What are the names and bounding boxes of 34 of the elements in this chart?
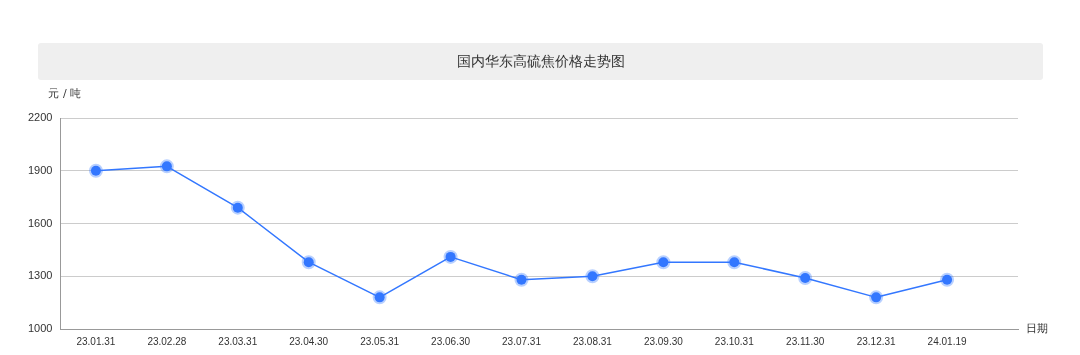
point [869, 290, 884, 305]
y-tick-label: 1900 [27, 163, 53, 176]
point [230, 200, 245, 215]
x-tick-label: 23.08.31 [572, 335, 613, 347]
x-tick-label: 23.10.31 [714, 335, 755, 347]
y-tick-label: 2200 [27, 111, 53, 124]
x-tick-label: 23.11.30 [786, 335, 825, 347]
point [585, 269, 600, 284]
point [372, 290, 387, 305]
x-tick-label: 23.02.28 [147, 335, 187, 347]
x-tick-label: 23.12.31 [856, 335, 897, 347]
point [443, 249, 458, 264]
y-tick-label: 1600 [27, 216, 53, 229]
point [514, 272, 529, 287]
point [940, 272, 955, 287]
point [159, 159, 174, 174]
chart-title: 国内华东高硫焦价格走势图 [38, 43, 1043, 80]
x-tick-label: 23.04.30 [289, 335, 329, 347]
point [88, 163, 103, 178]
x-tick-label: 24.01.19 [927, 335, 967, 347]
y-tick-label: 1000 [27, 322, 53, 335]
x-tick-label: 23.05.31 [360, 335, 400, 347]
x-tick-label: 23.03.31 [218, 335, 258, 347]
point [727, 255, 742, 270]
point [798, 271, 813, 286]
x-tick-label: 23.06.30 [431, 335, 471, 347]
x-tick-label: 23.09.30 [643, 335, 684, 347]
point [301, 255, 316, 270]
x-tick-label: 23.07.31 [502, 335, 542, 347]
y-axis-title: 元 / 吨 [48, 87, 82, 101]
x-axis-title: 日期 [1026, 321, 1048, 335]
y-tick-label: 1300 [27, 269, 53, 282]
point [656, 255, 671, 270]
x-tick-label: 23.01.31 [76, 335, 116, 347]
